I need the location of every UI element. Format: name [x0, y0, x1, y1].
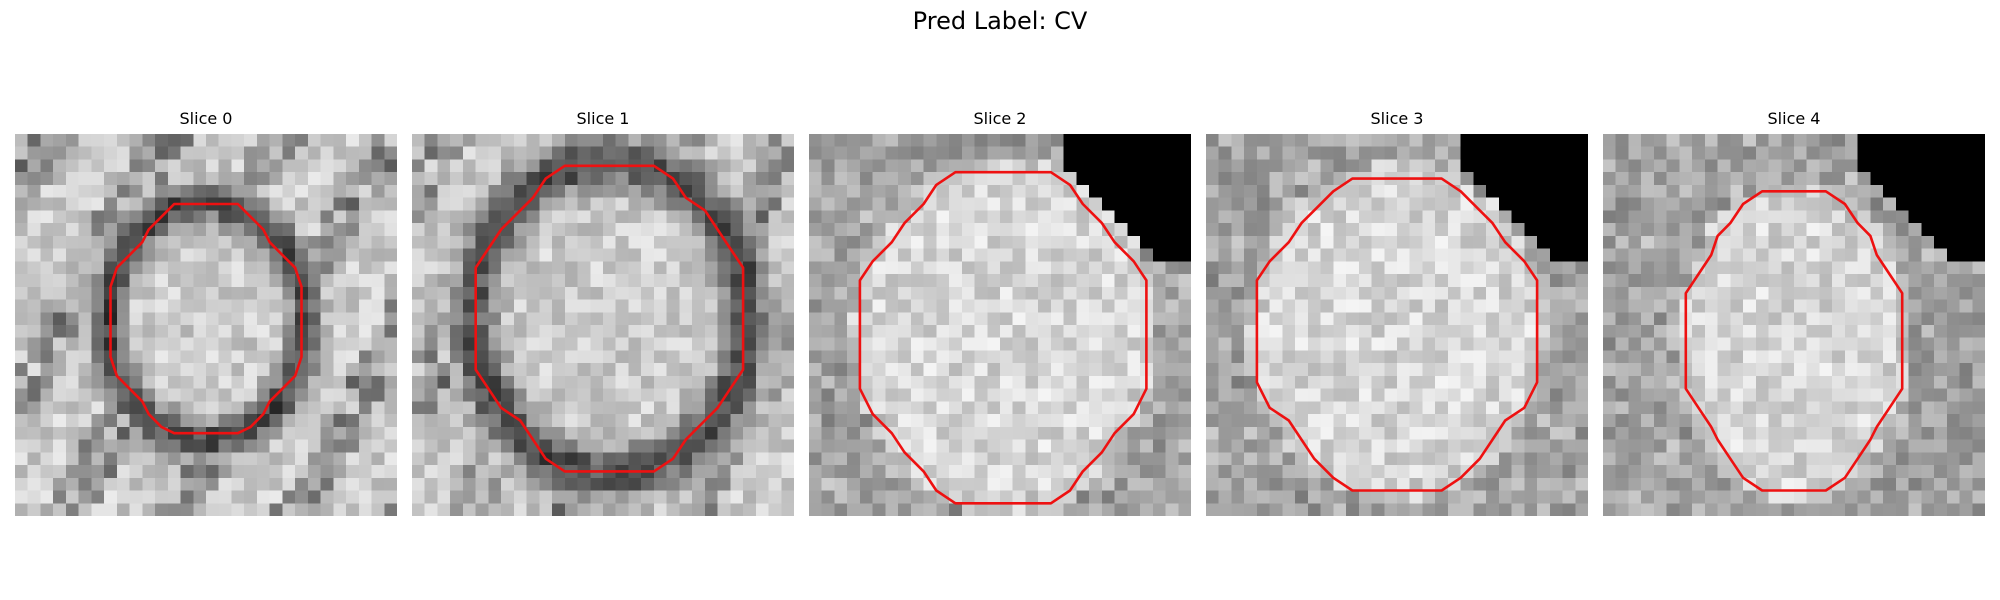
slice-image — [1206, 134, 1588, 516]
slice-title: Slice 3 — [1370, 109, 1424, 128]
figure-title: Pred Label: CV — [912, 7, 1088, 35]
slice-title: Slice 4 — [1767, 109, 1821, 128]
segmentation-contour — [474, 164, 745, 473]
pixel-grid — [1206, 134, 1588, 516]
slice-3-svg — [1206, 134, 1588, 516]
pixel-grid — [15, 134, 397, 516]
segmentation-contour — [1255, 177, 1539, 492]
segmentation-contour — [858, 170, 1148, 505]
segmentation-contour — [1684, 189, 1904, 492]
slice-title: Slice 2 — [973, 109, 1027, 128]
slice-title: Slice 1 — [576, 109, 630, 128]
slice-title: Slice 0 — [179, 109, 233, 128]
pixel-grid — [1603, 134, 1985, 516]
segmentation-contour — [109, 202, 303, 435]
slice-image — [412, 134, 794, 516]
slice-4-svg — [1603, 134, 1985, 516]
slice-2-svg — [809, 134, 1191, 516]
slice-image — [1603, 134, 1985, 516]
pixel-grid — [412, 134, 794, 516]
pixel-grid — [809, 134, 1191, 516]
slice-image — [15, 134, 397, 516]
slice-image — [809, 134, 1191, 516]
slice-1-svg — [412, 134, 794, 516]
slice-0-svg — [15, 134, 397, 516]
